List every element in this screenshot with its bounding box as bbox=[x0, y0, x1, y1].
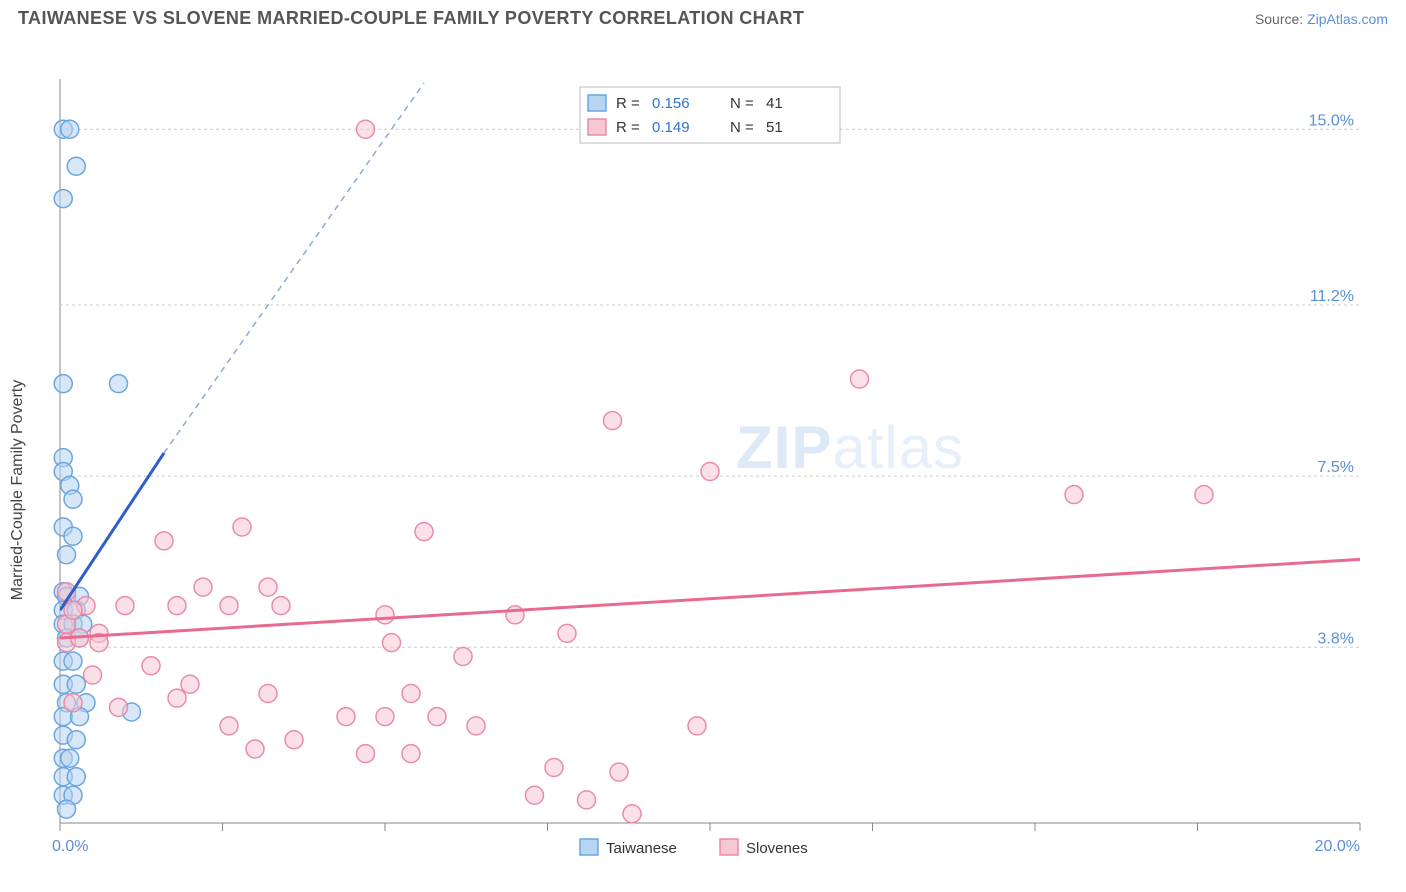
data-point bbox=[142, 657, 160, 675]
data-point bbox=[64, 652, 82, 670]
legend-swatch bbox=[720, 839, 738, 855]
svg-text:11.2%: 11.2% bbox=[1310, 288, 1354, 305]
svg-text:51: 51 bbox=[766, 119, 783, 136]
data-point bbox=[383, 634, 401, 652]
data-point bbox=[610, 763, 628, 781]
data-point bbox=[61, 120, 79, 138]
data-point bbox=[233, 518, 251, 536]
data-point bbox=[67, 675, 85, 693]
data-point bbox=[155, 532, 173, 550]
data-point bbox=[701, 463, 719, 481]
data-point bbox=[259, 578, 277, 596]
data-point bbox=[110, 698, 128, 716]
data-point bbox=[526, 786, 544, 804]
data-point bbox=[851, 370, 869, 388]
data-point bbox=[1065, 486, 1083, 504]
data-point bbox=[604, 412, 622, 430]
svg-text:R =: R = bbox=[616, 119, 640, 136]
data-point bbox=[64, 490, 82, 508]
trend-line bbox=[60, 559, 1360, 638]
data-point bbox=[58, 800, 76, 818]
data-point bbox=[194, 578, 212, 596]
data-point bbox=[558, 624, 576, 642]
data-point bbox=[64, 527, 82, 545]
data-point bbox=[578, 791, 596, 809]
data-point bbox=[181, 675, 199, 693]
data-point bbox=[506, 606, 524, 624]
svg-text:0.156: 0.156 bbox=[652, 95, 690, 112]
legend-label: Slovenes bbox=[746, 840, 808, 857]
source-prefix: Source: bbox=[1255, 11, 1307, 27]
data-point bbox=[337, 708, 355, 726]
data-point bbox=[467, 717, 485, 735]
data-point bbox=[61, 749, 79, 767]
data-point bbox=[54, 190, 72, 208]
svg-text:N =: N = bbox=[730, 95, 754, 112]
legend-swatch bbox=[580, 839, 598, 855]
data-point bbox=[402, 745, 420, 763]
data-point bbox=[688, 717, 706, 735]
data-point bbox=[357, 745, 375, 763]
legend-label: Taiwanese bbox=[606, 840, 677, 857]
data-point bbox=[454, 648, 472, 666]
data-point bbox=[545, 759, 563, 777]
svg-text:N =: N = bbox=[730, 119, 754, 136]
data-point bbox=[259, 685, 277, 703]
svg-text:0.0%: 0.0% bbox=[52, 838, 88, 855]
data-point bbox=[64, 601, 82, 619]
source-link[interactable]: ZipAtlas.com bbox=[1307, 11, 1388, 27]
scatter-chart: 3.8% 7.5% 11.2% 15.0% 0.0% 20.0% Married-Coupl… bbox=[0, 33, 1406, 873]
data-point bbox=[220, 597, 238, 615]
source-attribution: Source: ZipAtlas.com bbox=[1255, 11, 1388, 27]
data-point bbox=[110, 375, 128, 393]
data-point bbox=[285, 731, 303, 749]
data-point bbox=[415, 523, 433, 541]
data-point bbox=[357, 120, 375, 138]
chart-title: TAIWANESE VS SLOVENE MARRIED-COUPLE FAMI… bbox=[18, 8, 804, 29]
svg-text:7.5%: 7.5% bbox=[1318, 459, 1354, 476]
data-point bbox=[376, 606, 394, 624]
svg-text:Married-Couple Family Poverty: Married-Couple Family Poverty bbox=[9, 380, 26, 601]
data-point bbox=[67, 768, 85, 786]
trend-line-dashed bbox=[164, 83, 424, 453]
data-point bbox=[58, 546, 76, 564]
data-point bbox=[402, 685, 420, 703]
data-point bbox=[116, 597, 134, 615]
svg-text:15.0%: 15.0% bbox=[1309, 112, 1354, 129]
data-point bbox=[246, 740, 264, 758]
data-point bbox=[1195, 486, 1213, 504]
data-point bbox=[54, 375, 72, 393]
data-point bbox=[168, 597, 186, 615]
data-point bbox=[220, 717, 238, 735]
data-point bbox=[67, 731, 85, 749]
data-point bbox=[64, 694, 82, 712]
data-point bbox=[623, 805, 641, 823]
svg-text:R =: R = bbox=[616, 95, 640, 112]
data-point bbox=[84, 666, 102, 684]
svg-text:ZIPatlas: ZIPatlas bbox=[736, 414, 964, 481]
data-point bbox=[376, 708, 394, 726]
data-point bbox=[168, 689, 186, 707]
data-point bbox=[67, 157, 85, 175]
svg-text:3.8%: 3.8% bbox=[1318, 630, 1354, 647]
data-point bbox=[272, 597, 290, 615]
svg-text:41: 41 bbox=[766, 95, 783, 112]
svg-text:0.149: 0.149 bbox=[652, 119, 690, 136]
data-point bbox=[428, 708, 446, 726]
svg-text:20.0%: 20.0% bbox=[1315, 838, 1360, 855]
